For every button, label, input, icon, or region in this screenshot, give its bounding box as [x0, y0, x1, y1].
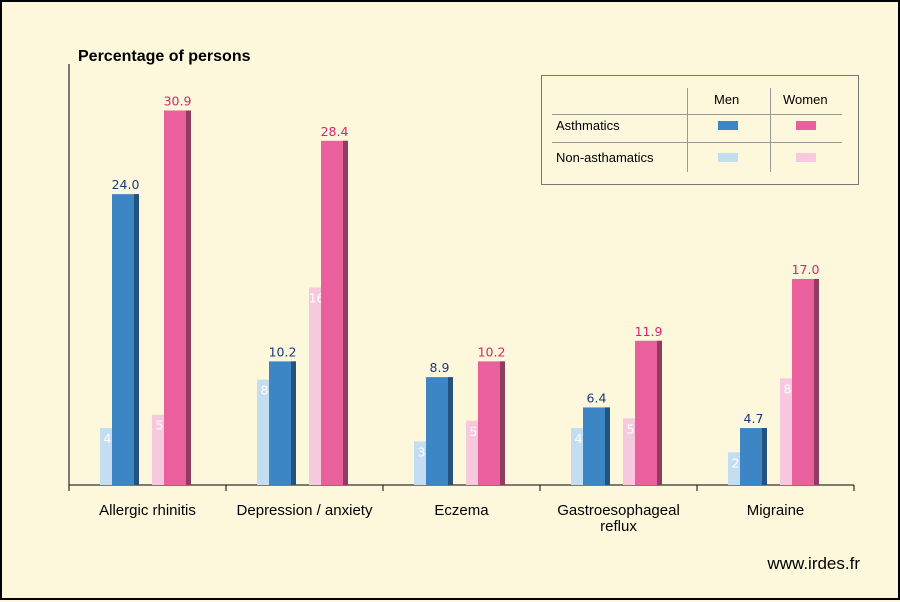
source-url: www.irdes.fr — [767, 554, 860, 573]
legend-divider — [552, 114, 842, 115]
bar-side-shade — [657, 340, 662, 485]
data-label: 24.0 — [112, 177, 140, 192]
legend-swatch-non-asthmatics-men — [718, 153, 738, 162]
data-label: 28.4 — [321, 124, 349, 139]
bar-side-shade — [762, 428, 767, 485]
data-label: 10.2 — [478, 344, 506, 359]
x-tick-label: Depression / anxiety — [237, 502, 373, 519]
bar-side-shade — [605, 407, 610, 485]
legend-divider — [770, 88, 771, 172]
y-axis-label: Percentage of persons — [78, 48, 251, 65]
legend-swatch-non-asthmatics-women — [796, 153, 816, 162]
bar-side-shade — [814, 278, 819, 485]
x-tick-label: reflux — [600, 518, 637, 535]
data-label: 11.9 — [635, 324, 663, 339]
legend-header-men: Men — [714, 92, 740, 107]
legend-divider — [687, 88, 688, 172]
legend-swatch-asthmatics-women — [796, 121, 816, 130]
legend-swatch-asthmatics-men — [718, 121, 738, 130]
x-tick-label: Gastroesophageal — [557, 502, 680, 519]
bar-side-shade — [448, 377, 453, 485]
legend: Men Women Asthmatics Non-asthamatics — [541, 75, 859, 185]
data-label: 17.0 — [792, 262, 820, 277]
bar-side-shade — [500, 361, 505, 485]
x-tick-label: Migraine — [747, 502, 805, 519]
data-label: 6.4 — [587, 390, 607, 405]
data-label: 8.9 — [430, 360, 450, 375]
legend-divider — [552, 142, 842, 143]
bar-side-shade — [134, 194, 139, 485]
x-tick-label: Eczema — [434, 502, 489, 519]
bar-side-shade — [291, 361, 296, 485]
data-label: 10.2 — [269, 344, 297, 359]
legend-label-non-asthmatics: Non-asthamatics — [556, 150, 654, 165]
bar-side-shade — [343, 140, 348, 486]
x-tick-label: Allergic rhinitis — [99, 502, 196, 519]
legend-header-women: Women — [783, 92, 828, 107]
data-label: 4.7 — [744, 411, 764, 426]
bar-side-shade — [186, 110, 191, 485]
legend-label-asthmatics: Asthmatics — [556, 118, 620, 133]
data-label: 30.9 — [164, 93, 192, 108]
